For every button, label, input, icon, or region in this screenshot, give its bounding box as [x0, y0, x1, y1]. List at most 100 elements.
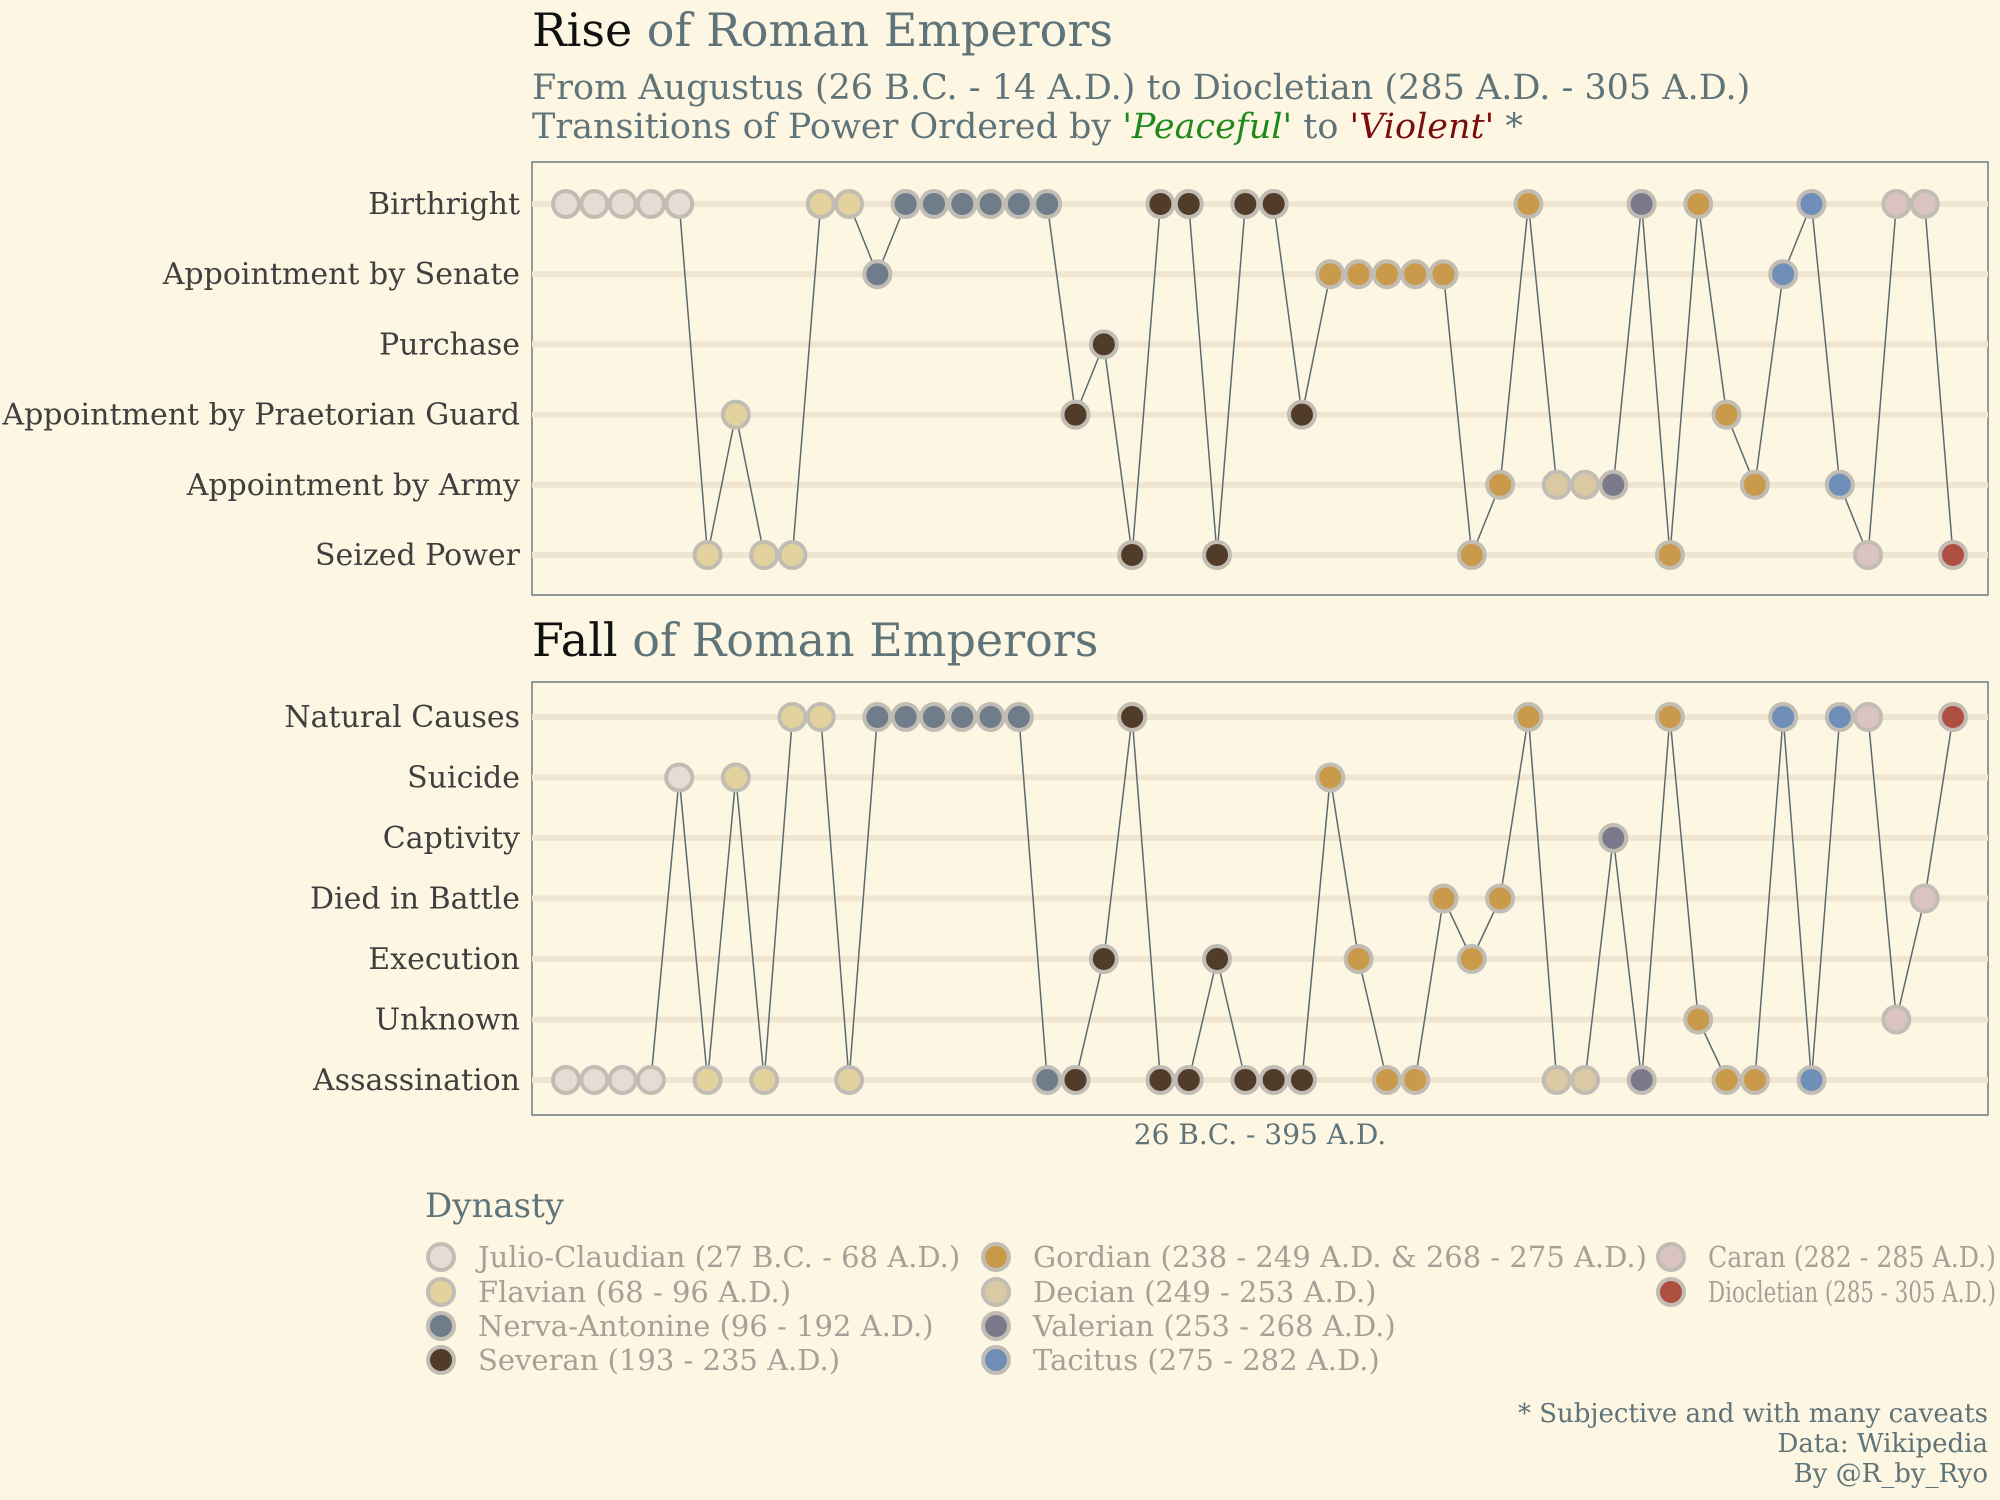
rise-point: [1343, 259, 1374, 290]
subtitle-prefix: Transitions of Power Ordered by: [532, 107, 1122, 147]
legend-label: Diocletian (285 - 305 A.D.): [1708, 1275, 1996, 1309]
rise-point: [918, 189, 949, 219]
rise-point: [834, 189, 865, 219]
rise-point: [1626, 189, 1657, 219]
rise-tick-label: Birthright: [368, 187, 520, 222]
rise-point: [1541, 469, 1572, 500]
rise-tick-label: Appointment by Senate: [162, 257, 520, 292]
rise-title-strong: Rise: [532, 3, 632, 57]
fall-point: [1456, 944, 1487, 974]
rise-point: [1117, 540, 1148, 570]
fall-point: [1315, 762, 1346, 793]
rise-point: [1060, 399, 1091, 430]
rise-point: [1428, 259, 1459, 290]
fall-point: [1060, 1065, 1091, 1095]
fall-point: [1032, 1065, 1063, 1095]
legend-label: Caran (282 - 285 A.D.): [1708, 1240, 1996, 1274]
caption-line-3: By @R_by_Ryo: [1794, 1459, 1988, 1489]
fall-point: [1654, 702, 1685, 732]
subtitle-violent: 'Violent': [1350, 107, 1495, 147]
fall-point: [551, 1065, 581, 1095]
fall-point: [1938, 702, 1968, 732]
fall-point: [862, 702, 893, 732]
rise-point: [749, 540, 780, 570]
rise-tick-label: Purchase: [379, 327, 520, 362]
subtitle-line1: From Augustus (26 B.C. - 14 A.D.) to Dio…: [532, 68, 1750, 108]
rise-point: [1145, 189, 1176, 219]
fall-point: [1428, 883, 1459, 914]
fall-point: [1739, 1065, 1770, 1095]
rise-point: [1400, 259, 1431, 290]
fall-tick-label: Died in Battle: [310, 882, 520, 917]
legend-label: Flavian (68 - 96 A.D.): [478, 1275, 791, 1309]
fall-point: [1343, 944, 1374, 974]
rise-point: [975, 189, 1006, 219]
fall-point: [1513, 702, 1544, 732]
rise-point: [579, 189, 610, 219]
subtitle-middle: to: [1292, 107, 1349, 147]
subtitle-line2: Transitions of Power Ordered by 'Peacefu…: [532, 107, 1523, 147]
fall-point: [579, 1065, 610, 1095]
fall-point: [1258, 1065, 1289, 1095]
fall-tick-label: Captivity: [383, 821, 520, 856]
rise-point: [947, 189, 978, 219]
legend-key: [426, 1311, 456, 1341]
fall-point: [1768, 702, 1799, 732]
fall-point: [1711, 1065, 1742, 1095]
rise-point: [1881, 189, 1912, 219]
legend-key: [426, 1345, 456, 1375]
fall-point: [635, 1065, 666, 1095]
fall-tick-label: Execution: [368, 942, 520, 977]
fall-point: [1909, 883, 1940, 914]
rise-point: [1570, 469, 1601, 500]
rise-point: [890, 189, 921, 219]
rise-point: [1853, 540, 1884, 570]
rise-point: [1485, 469, 1516, 500]
fall-point: [1371, 1065, 1402, 1095]
fall-point: [1485, 883, 1516, 914]
fall-point: [805, 702, 836, 732]
rise-point: [664, 189, 695, 219]
legend: Julio-Claudian (27 B.C. - 68 A.D.)Flavia…: [426, 1240, 1996, 1377]
fall-tick-label: Suicide: [407, 761, 520, 796]
fall-point: [918, 702, 949, 732]
legend-key: [1656, 1242, 1686, 1272]
fall-point: [1400, 1065, 1431, 1095]
fall-point: [947, 702, 978, 732]
legend-label: Julio-Claudian (27 B.C. - 68 A.D.): [475, 1240, 960, 1274]
fall-point: [749, 1065, 780, 1095]
rise-point: [1456, 540, 1487, 570]
caption-line-2: Data: Wikipedia: [1778, 1429, 1988, 1459]
fall-point: [1824, 702, 1855, 732]
rise-tick-label: Seized Power: [315, 538, 521, 573]
legend-key: [981, 1345, 1011, 1375]
legend-label: Gordian (238 - 249 A.D. & 268 - 275 A.D.…: [1033, 1240, 1647, 1274]
rise-point: [1683, 189, 1714, 219]
legend-label: Severan (193 - 235 A.D.): [478, 1343, 840, 1377]
rise-point: [1598, 469, 1629, 500]
rise-point: [1768, 259, 1799, 290]
rise-point: [777, 540, 808, 570]
rise-panel: Birthright Appointment by Senate Purchase A…: [1, 161, 1989, 596]
rise-point: [607, 189, 638, 219]
fall-tick-label: Natural Causes: [284, 700, 520, 735]
legend-key: [981, 1277, 1011, 1307]
rise-point: [1938, 540, 1968, 570]
rise-point: [1003, 189, 1034, 219]
rise-point: [1032, 189, 1063, 219]
legend-label: Nerva-Antonine (96 - 192 A.D.): [478, 1309, 934, 1343]
rise-point: [1513, 189, 1544, 219]
rise-title: Rise of Roman Emperors: [532, 3, 1113, 57]
rise-point: [1202, 540, 1233, 570]
fall-point: [777, 702, 808, 732]
fall-point: [1796, 1065, 1827, 1095]
fall-point: [1626, 1065, 1657, 1095]
rise-point: [1796, 189, 1827, 219]
rise-point: [805, 189, 836, 219]
fall-panel: Natural Causes Suicide Captivity Died in Ba…: [284, 681, 1989, 1116]
rise-point: [1258, 189, 1289, 219]
fall-point: [1598, 823, 1629, 853]
fall-point: [607, 1065, 638, 1095]
fall-point: [1683, 1004, 1714, 1035]
